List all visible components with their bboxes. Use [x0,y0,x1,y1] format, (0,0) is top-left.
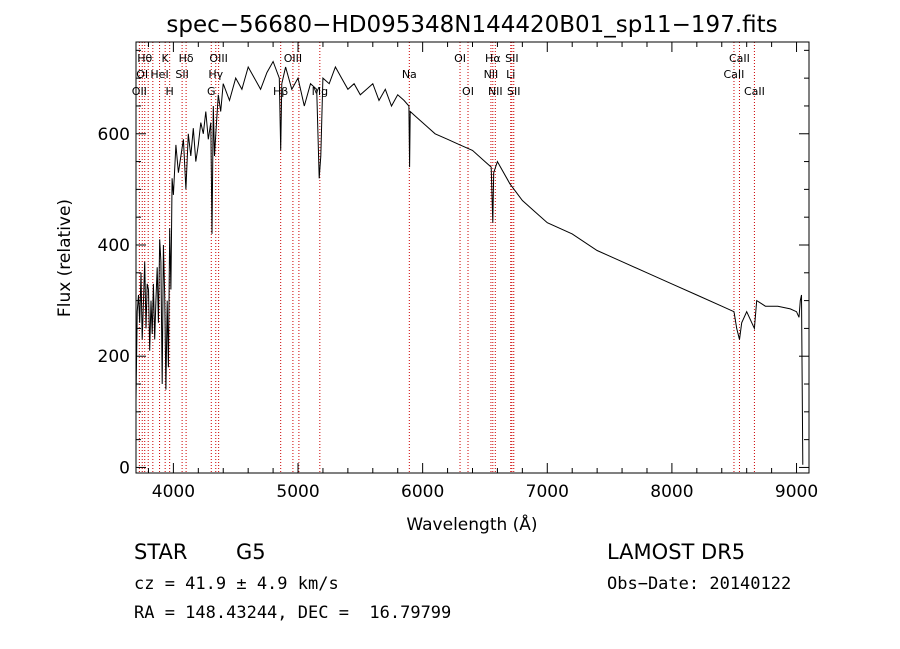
line-marker-label: NII [484,68,499,81]
spectrum-series-line [135,60,804,465]
x-tick-label: 9000 [775,482,818,502]
y-axis-label: Flux (relative) [55,199,75,317]
x-tick-label: 6000 [401,482,444,502]
y-axis-ticks: 0 200 400 600 [98,49,809,478]
survey-name: LAMOST DR5 [607,540,746,564]
line-marker-label: SII [507,85,520,98]
line-markers [138,42,755,473]
x-axis-label: Wavelength (Å) [406,513,537,535]
line-marker-label: Hα [485,52,501,65]
object-class: STAR [134,540,188,564]
line-marker-label: CaII [744,85,765,98]
line-marker-label: OIII [284,52,302,65]
y-tick-label: 200 [98,347,130,367]
line-marker-label: H [166,85,174,98]
line-marker-label: OIII [209,52,227,65]
y-tick-label: 600 [98,125,130,145]
line-marker-label: Hθ [137,52,152,65]
line-marker-label: OI [462,85,474,98]
line-marker-label: Hδ [179,52,194,65]
line-marker-label: CaII [724,68,745,81]
line-marker-label: Hβ [273,85,288,98]
coordinates-readout: RA = 148.43244, DEC = 16.79799 [134,603,452,623]
x-axis-ticks: 4000 5000 6000 7000 8000 9000 [147,42,818,502]
line-marker-label: OII [132,85,147,98]
line-marker-label: Hγ [208,68,223,81]
redshift-readout: cz = 41.9 ± 4.9 km/s [134,574,339,594]
line-marker-label: OI [454,52,466,65]
line-marker-label: CaII [729,52,750,65]
y-tick-label: 0 [119,458,130,478]
line-marker-label: K [162,52,170,65]
y-tick-label: 400 [98,236,130,256]
line-marker-label: G [207,85,216,98]
chart-title: spec−56680−HD095348N144420B01_sp11−197.f… [166,12,777,38]
x-tick-label: 4000 [152,482,195,502]
observation-date: Obs−Date: 20140122 [607,574,792,594]
line-marker-label: OI [136,68,148,81]
line-marker-label: SII [505,52,518,65]
x-tick-label: 7000 [526,482,569,502]
x-tick-label: 8000 [650,482,693,502]
x-tick-label: 5000 [276,482,319,502]
line-marker-label: NII [488,85,503,98]
line-marker-label: SII [175,68,188,81]
plot-frame [135,41,810,474]
line-marker-label: HeI [150,68,168,81]
line-marker-label: Na [402,68,417,81]
line-marker-label: Li [506,68,515,81]
line-marker-labels: OIIOIHθHeIKHSIIHδGHγOIIIHβOIIIMgNaOIOINI… [132,52,765,98]
object-subclass: G5 [236,540,266,564]
